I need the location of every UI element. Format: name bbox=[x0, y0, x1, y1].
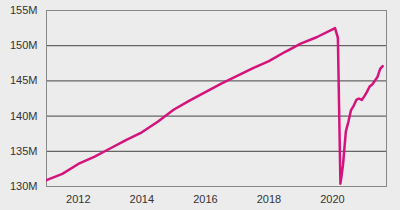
svg-text:135M: 135M bbox=[10, 145, 38, 157]
svg-text:145M: 145M bbox=[10, 74, 38, 86]
svg-text:2016: 2016 bbox=[193, 193, 217, 205]
svg-text:2018: 2018 bbox=[257, 193, 281, 205]
svg-text:150M: 150M bbox=[10, 39, 38, 51]
svg-text:130M: 130M bbox=[10, 180, 38, 192]
svg-text:2014: 2014 bbox=[130, 193, 154, 205]
svg-text:155M: 155M bbox=[10, 4, 38, 16]
svg-text:2012: 2012 bbox=[66, 193, 90, 205]
svg-text:140M: 140M bbox=[10, 110, 38, 122]
svg-text:2020: 2020 bbox=[320, 193, 344, 205]
